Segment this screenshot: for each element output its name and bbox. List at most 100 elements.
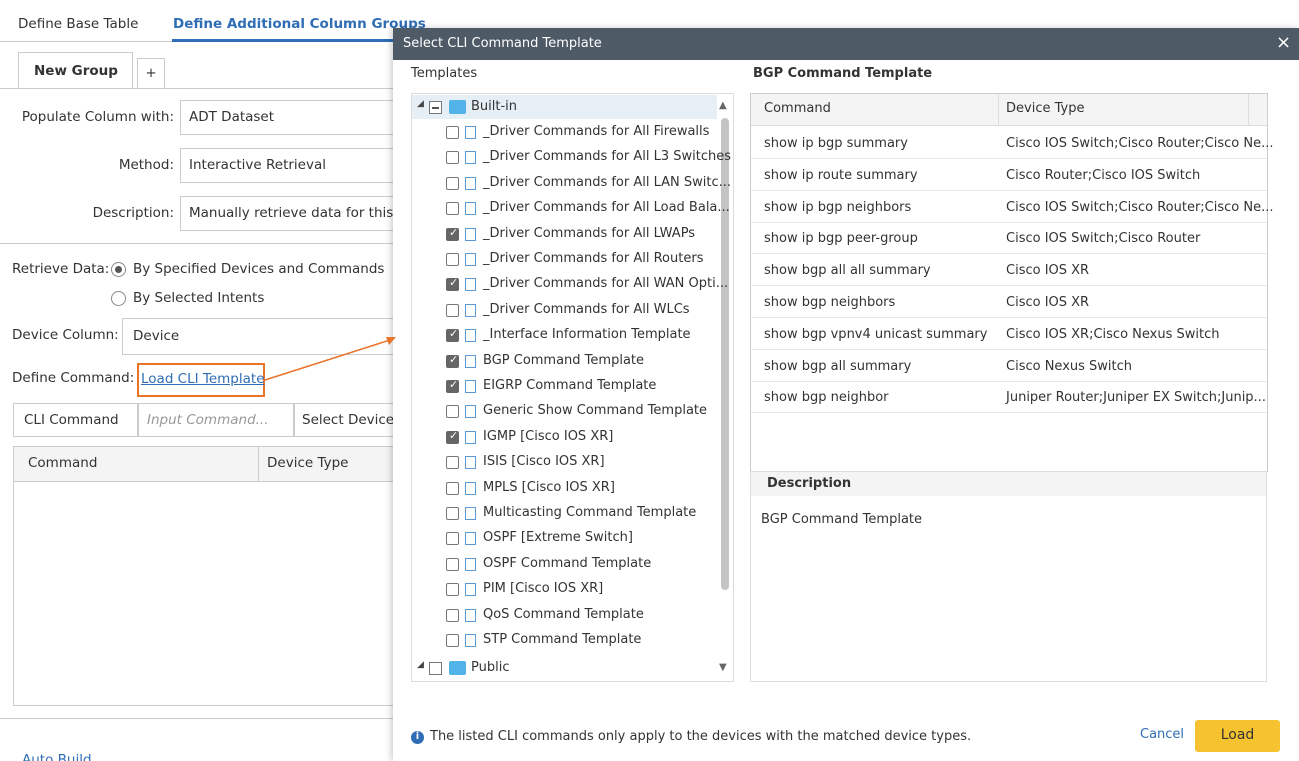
template-name[interactable]: BGP Command Template [483,353,644,368]
close-button[interactable]: × [1276,32,1291,53]
group-tab[interactable]: New Group [18,52,133,89]
cancel-button[interactable]: Cancel [1140,727,1184,742]
cell[interactable]: show bgp all all summary [764,263,931,278]
template-name[interactable]: EIGRP Command Template [483,378,656,393]
folder-name[interactable]: Public [471,660,509,675]
field-input[interactable]: Interactive Retrieval [180,148,410,183]
checkbox[interactable] [429,662,442,675]
checkbox[interactable] [429,101,442,114]
checkbox[interactable] [446,532,459,545]
folder-icon [449,100,466,114]
template-name[interactable]: OSPF [Extreme Switch] [483,530,633,545]
checkbox[interactable]: ✓ [446,355,459,368]
checkbox[interactable]: ✓ [446,380,459,393]
dialog-title: Select CLI Command Template [403,36,602,51]
command-input[interactable]: Input Command... [138,403,294,437]
row-line [751,349,1267,350]
load-button[interactable]: Load [1195,720,1280,752]
checkmark: ✓ [449,378,458,391]
doc-icon [465,380,476,393]
column-header: Command [764,101,831,116]
doc-icon [465,456,476,469]
cell[interactable]: Cisco Nexus Switch [1006,359,1132,374]
checkbox[interactable] [446,583,459,596]
doc-icon [465,431,476,444]
cell[interactable]: show ip bgp neighbors [764,200,911,215]
tab-active[interactable]: Define Additional Column Groups [173,16,426,32]
cell[interactable]: show bgp vpnv4 unicast summary [764,327,987,342]
tab[interactable]: Define Base Table [18,16,138,32]
command-type[interactable]: CLI Command [13,403,138,437]
cell[interactable]: Cisco IOS Switch;Cisco Router;Cisco Ne..… [1006,136,1273,151]
row-line [751,190,1267,191]
cell[interactable]: show ip route summary [764,168,918,183]
checkbox[interactable] [446,405,459,418]
doc-icon [465,532,476,545]
field-input[interactable]: Manually retrieve data for this [180,196,410,231]
template-name[interactable]: _Interface Information Template [483,327,691,342]
doc-icon [465,278,476,291]
device-column-input[interactable]: Device [122,318,412,355]
checkbox[interactable]: ✓ [446,329,459,342]
template-name[interactable]: IGMP [Cisco IOS XR] [483,429,613,444]
checkbox[interactable] [446,202,459,215]
template-name[interactable]: PIM [Cisco IOS XR] [483,581,603,596]
template-name[interactable]: MPLS [Cisco IOS XR] [483,480,615,495]
cell[interactable]: Cisco IOS XR [1006,295,1089,310]
checkbox[interactable]: ✓ [446,431,459,444]
checkbox[interactable]: ✓ [446,228,459,241]
template-name[interactable]: _Driver Commands for All LAN Switc... [483,175,731,190]
cell[interactable]: show bgp neighbors [764,295,895,310]
template-name[interactable]: QoS Command Template [483,607,644,622]
checkbox[interactable] [446,609,459,622]
cell[interactable]: Juniper Router;Juniper EX Switch;Junip..… [1006,390,1266,405]
checkbox[interactable] [446,558,459,571]
checkbox[interactable]: ✓ [446,278,459,291]
cell[interactable]: Cisco IOS XR;Cisco Nexus Switch [1006,327,1219,342]
cell[interactable]: show ip bgp summary [764,136,908,151]
cell[interactable]: show bgp all summary [764,359,911,374]
cell[interactable]: show bgp neighbor [764,390,889,405]
expander[interactable]: ◢ [417,660,424,670]
template-name[interactable]: ISIS [Cisco IOS XR] [483,454,605,469]
template-name[interactable]: _Driver Commands for All WLCs [483,302,690,317]
template-name[interactable]: STP Command Template [483,632,641,647]
template-name[interactable]: _Driver Commands for All Routers [483,251,703,266]
retrieve-label: Retrieve Data: [12,261,109,277]
template-name[interactable]: _Driver Commands for All Load Bala... [483,200,730,215]
template-name[interactable]: Multicasting Command Template [483,505,696,520]
checkbox[interactable] [446,126,459,139]
checkbox[interactable] [446,151,459,164]
expander[interactable]: ◢ [417,99,424,109]
group-tab-add[interactable]: + [137,58,165,89]
cell[interactable]: Cisco IOS Switch;Cisco Router;Cisco Ne..… [1006,200,1273,215]
checkbox[interactable] [446,177,459,190]
bottom-link[interactable]: Auto Build [22,752,92,761]
doc-icon [465,583,476,596]
doc-icon [465,126,476,139]
checkbox[interactable] [446,253,459,266]
template-name[interactable]: Generic Show Command Template [483,403,707,418]
template-name[interactable]: _Driver Commands for All WAN Opti... [483,276,728,291]
cell[interactable]: show ip bgp peer-group [764,231,918,246]
template-name[interactable]: OSPF Command Template [483,556,651,571]
template-name[interactable]: _Driver Commands for All L3 Switches [483,149,731,164]
radio[interactable] [111,262,126,277]
checkbox[interactable] [446,634,459,647]
load-link[interactable]: Load CLI Template [137,363,265,397]
checkbox[interactable] [446,507,459,520]
template-name[interactable]: _Driver Commands for All Firewalls [483,124,709,139]
field-input[interactable]: ADT Dataset [180,100,410,135]
cell[interactable]: Cisco IOS XR [1006,263,1089,278]
row-line [751,381,1267,382]
scroll-up: ▲ [719,100,727,111]
checkbox[interactable] [446,304,459,317]
checkbox[interactable] [446,456,459,469]
folder-name[interactable]: Built-in [471,99,517,114]
cell[interactable]: Cisco IOS Switch;Cisco Router [1006,231,1200,246]
checkmark: ✓ [449,276,458,289]
radio[interactable] [111,291,126,306]
checkbox[interactable] [446,482,459,495]
cell[interactable]: Cisco Router;Cisco IOS Switch [1006,168,1200,183]
template-name[interactable]: _Driver Commands for All LWAPs [483,226,695,241]
